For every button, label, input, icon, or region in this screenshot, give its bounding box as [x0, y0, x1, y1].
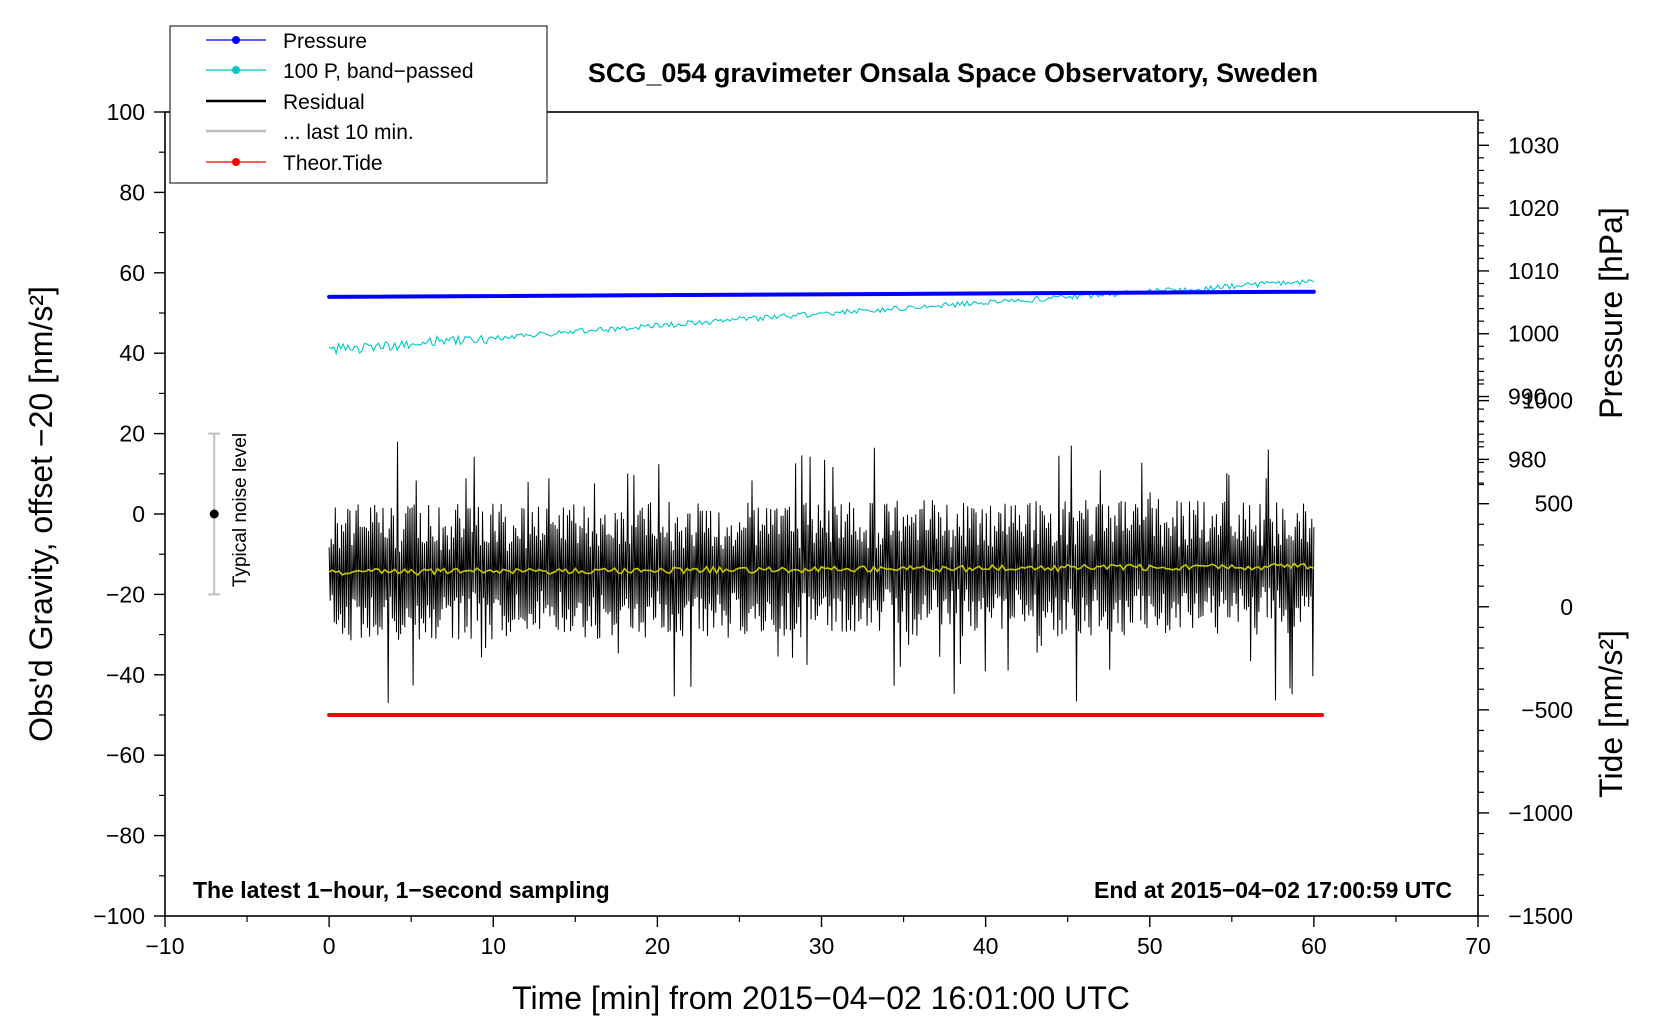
x-tick-label: −10: [145, 933, 184, 959]
legend-sample-marker: [232, 66, 240, 74]
pressure-tick-label: 990: [1508, 384, 1546, 410]
tide-axis-title: Tide [nm/s²]: [1593, 630, 1629, 798]
pressure-tick-label: 1010: [1508, 258, 1559, 284]
x-axis-title: Time [min] from 2015−04−02 16:01:00 UTC: [512, 980, 1130, 1016]
series-pressure-band-passed: [328, 279, 1315, 356]
y-tick-label: 60: [119, 260, 145, 286]
y-tick-label: 40: [119, 340, 145, 366]
y-tick-label: 0: [132, 501, 145, 527]
pressure-tick-label: 980: [1508, 446, 1546, 472]
tide-tick-label: −500: [1521, 697, 1573, 723]
x-tick-label: 50: [1137, 933, 1163, 959]
y-tick-label: −60: [106, 742, 145, 768]
y-tick-label: 100: [107, 99, 145, 125]
x-tick-label: 0: [323, 933, 336, 959]
x-tick-label: 40: [973, 933, 999, 959]
tide-tick-label: 1000: [1522, 388, 1573, 414]
pressure-tick-label: 1030: [1508, 132, 1559, 158]
y-axis-title-left: Obs'd Gravity, offset −20 [nm/s²]: [23, 286, 59, 742]
legend-box: [169, 25, 548, 184]
legend-label-last-10-min: ... last 10 min.: [283, 121, 414, 144]
y-tick-label: −80: [106, 823, 145, 849]
tide-tick-label: 500: [1535, 491, 1573, 517]
legend-sample-marker: [232, 158, 240, 166]
x-tick-label: 30: [809, 933, 835, 959]
series-layer: [327, 279, 1325, 717]
noise-indicator: [208, 432, 221, 596]
legend: Pressure 100 P, band−passed Residual ...…: [169, 25, 548, 184]
pressure-tick-label: 1020: [1508, 195, 1559, 221]
noise-center-dot: [209, 509, 219, 519]
series-pressure: [327, 289, 1316, 299]
y-tick-label: −40: [106, 662, 145, 688]
noise-indicator-label: Typical noise level: [230, 433, 251, 587]
tide-tick-label: −1000: [1508, 800, 1573, 826]
annotation-left: The latest 1−hour, 1−second sampling: [193, 877, 610, 903]
tide-tick-label: −1500: [1508, 903, 1573, 929]
legend-sample-marker: [232, 36, 240, 44]
x-tick-label: 20: [645, 933, 671, 959]
x-tick-label: 10: [480, 933, 506, 959]
pressure-tick-label: 1000: [1508, 321, 1559, 347]
x-tick-label: 70: [1465, 933, 1491, 959]
legend-label-band-passed: 100 P, band−passed: [283, 60, 474, 83]
x-tick-label: 60: [1301, 933, 1327, 959]
axes-layer: −10 0 10 20 30 40 50 60 70−100−80−60−40−20020406…: [93, 99, 1573, 959]
annotation-right: End at 2015−04−02 17:00:59 UTC: [1094, 877, 1452, 903]
pressure-axis-title: Pressure [hPa]: [1593, 207, 1629, 419]
legend-label-residual: Residual: [283, 91, 365, 114]
y-tick-label: 80: [119, 179, 145, 205]
chart-title: SCG_054 gravimeter Onsala Space Observat…: [588, 58, 1318, 88]
y-tick-label: −100: [93, 903, 145, 929]
y-tick-label: 20: [119, 421, 145, 447]
legend-label-pressure: Pressure: [283, 30, 367, 53]
series-residual: [328, 441, 1315, 703]
legend-label-theor-tide: Theor.Tide: [283, 152, 383, 175]
legend-samples: [206, 36, 266, 166]
tide-tick-label: 0: [1560, 594, 1573, 620]
series-residual-smoothed: [328, 562, 1315, 576]
y-tick-label: −20: [106, 581, 145, 607]
